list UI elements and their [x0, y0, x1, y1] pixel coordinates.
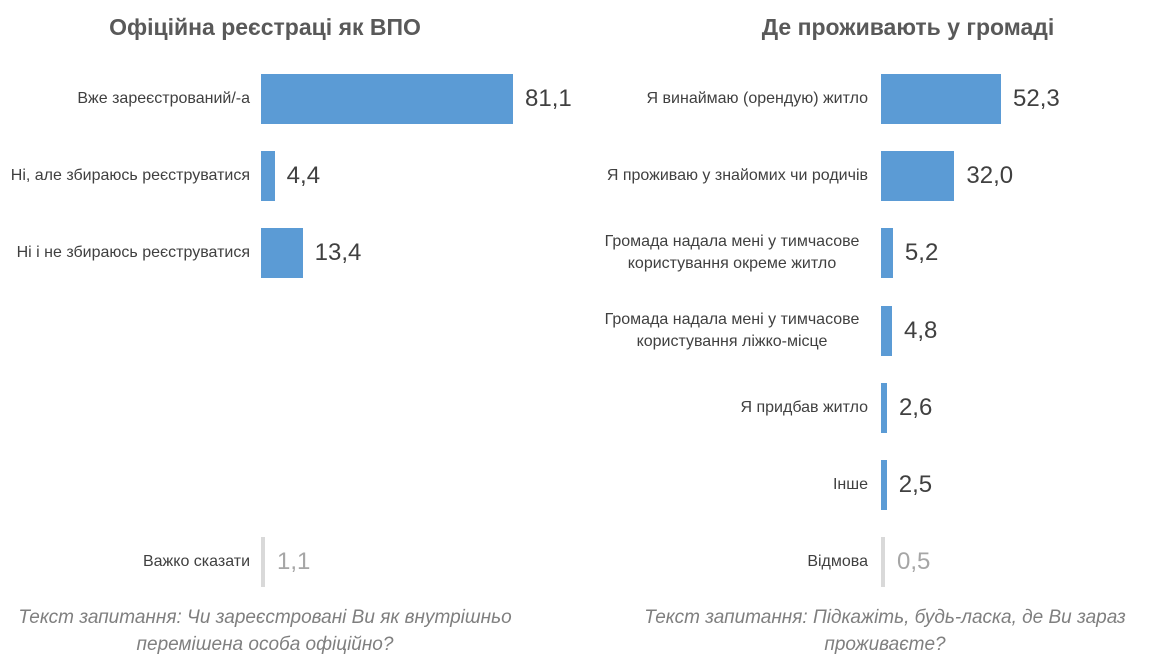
- bar: [261, 151, 275, 202]
- category-text: Громада надала мені у тимчасове користув…: [604, 310, 860, 350]
- category-text: Ні і не збираюсь реєструватися: [16, 244, 250, 262]
- category-label: Громада надала мені у тимчасове користув…: [468, 292, 868, 369]
- bar: [261, 537, 265, 588]
- bar: [261, 228, 303, 279]
- data-label: 1,1: [277, 548, 311, 576]
- category-label: Ні і не збираюсь реєструватися: [0, 215, 250, 292]
- category-label: Я проживаю у знайомих чи родичів: [468, 138, 868, 215]
- category-label: Ні, але збираюсь реєструватися: [0, 138, 250, 215]
- category-label: Відмова: [468, 524, 868, 601]
- question-note: Текст запитання: Чи зареєстровані Ви як …: [18, 607, 512, 655]
- bar: [881, 460, 887, 510]
- data-label: 32,0: [966, 162, 1014, 190]
- data-label: 81,1: [525, 85, 572, 112]
- category-text: Відмова: [807, 553, 868, 571]
- category-label: Громада надала мені у тимчасове користув…: [468, 215, 868, 292]
- bar: [881, 228, 893, 279]
- chart-title: Офіційна реєстраці як ВПО: [109, 14, 421, 40]
- question-note: Текст запитання: Підкажіть, будь-ласка, …: [644, 607, 1126, 655]
- category-label: Інше: [468, 447, 868, 524]
- category-text: Важко сказати: [142, 553, 250, 571]
- data-label: 0,5: [897, 548, 931, 576]
- chart-title: Де проживають у громаді: [761, 14, 1055, 40]
- data-label: 2,5: [898, 471, 933, 498]
- bar: [881, 537, 885, 588]
- category-text: Інше: [832, 476, 868, 493]
- data-label: 52,3: [1013, 85, 1060, 112]
- category-text: Я придбав житло: [740, 398, 868, 416]
- bar: [881, 382, 887, 433]
- category-text: Вже зареєстрований/-а: [77, 90, 250, 107]
- bar: [881, 305, 892, 356]
- data-label: 2,6: [898, 393, 933, 421]
- category-label: Важко сказати: [0, 524, 250, 601]
- data-label: 4,8: [904, 316, 938, 344]
- category-text: Громада надала мені у тимчасове користув…: [604, 233, 860, 273]
- bar: [881, 74, 1001, 124]
- bar: [881, 151, 955, 202]
- data-label: 13,4: [314, 239, 362, 267]
- category-label: Я придбав житло: [468, 369, 868, 446]
- data-label: 4,4: [286, 162, 321, 190]
- category-text: Я проживаю у знайомих чи родичів: [606, 167, 868, 185]
- bar: [261, 74, 513, 124]
- category-label: Я винаймаю (орендую) житло: [468, 61, 868, 138]
- data-label: 5,2: [904, 239, 939, 267]
- category-text: Я винаймаю (орендую) житло: [646, 90, 868, 107]
- category-text: Ні, але збираюсь реєструватися: [10, 167, 250, 185]
- category-label: Вже зареєстрований/-а: [0, 61, 250, 138]
